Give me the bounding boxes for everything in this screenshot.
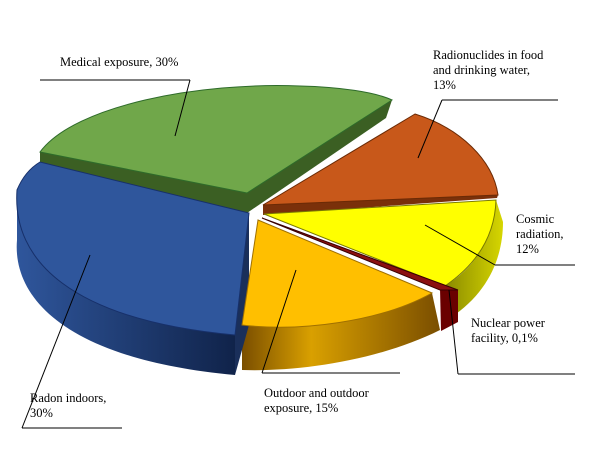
slice-radon-side	[16, 190, 235, 375]
leader-food	[417, 99, 443, 159]
slice-nuclear-side	[440, 288, 458, 331]
slice-medical-side	[247, 100, 392, 213]
slice-outdoor	[241, 219, 434, 328]
label-food: Radionuclides in food and drinking water,…	[433, 48, 544, 92]
label-line: 30%	[30, 406, 53, 420]
leader-radon	[21, 254, 91, 429]
label-outdoor: Outdoor and outdoor exposure, 15%	[264, 386, 370, 415]
label-line: Cosmic	[516, 212, 555, 226]
leader-nuclear	[448, 289, 459, 375]
label-medical: Medical exposure, 30%	[60, 55, 178, 69]
label-line: facility, 0,1%	[471, 331, 538, 345]
label-line: Medical exposure, 30%	[60, 55, 178, 69]
label-line: 13%	[433, 78, 456, 92]
slice-medical-side	[40, 152, 247, 213]
label-line: Radon indoors,	[30, 391, 106, 405]
label-cosmic: Cosmic radiation, 12%	[516, 212, 564, 256]
label-line: exposure, 15%	[264, 401, 338, 415]
label-line: radiation,	[516, 227, 564, 241]
slice-radon	[16, 161, 250, 336]
label-line: Radionuclides in food	[433, 48, 544, 62]
slice-food-side	[263, 195, 498, 215]
slice-medical	[39, 85, 394, 194]
label-line: and drinking water,	[433, 63, 530, 77]
label-nuclear: Nuclear power facility, 0,1%	[471, 316, 546, 345]
label-line: Nuclear power	[471, 316, 546, 330]
slice-cosmic-side	[445, 200, 503, 318]
slice-outdoor-side	[242, 293, 440, 371]
leader-outdoor	[261, 269, 297, 374]
label-line: 12%	[516, 242, 539, 256]
slice-food	[262, 113, 499, 206]
slice-cosmic	[263, 199, 497, 287]
label-radon: Radon indoors, 30%	[30, 391, 106, 420]
label-line: Outdoor and outdoor	[264, 386, 370, 400]
leader-cosmic	[424, 224, 496, 266]
leader-medical	[174, 79, 191, 137]
